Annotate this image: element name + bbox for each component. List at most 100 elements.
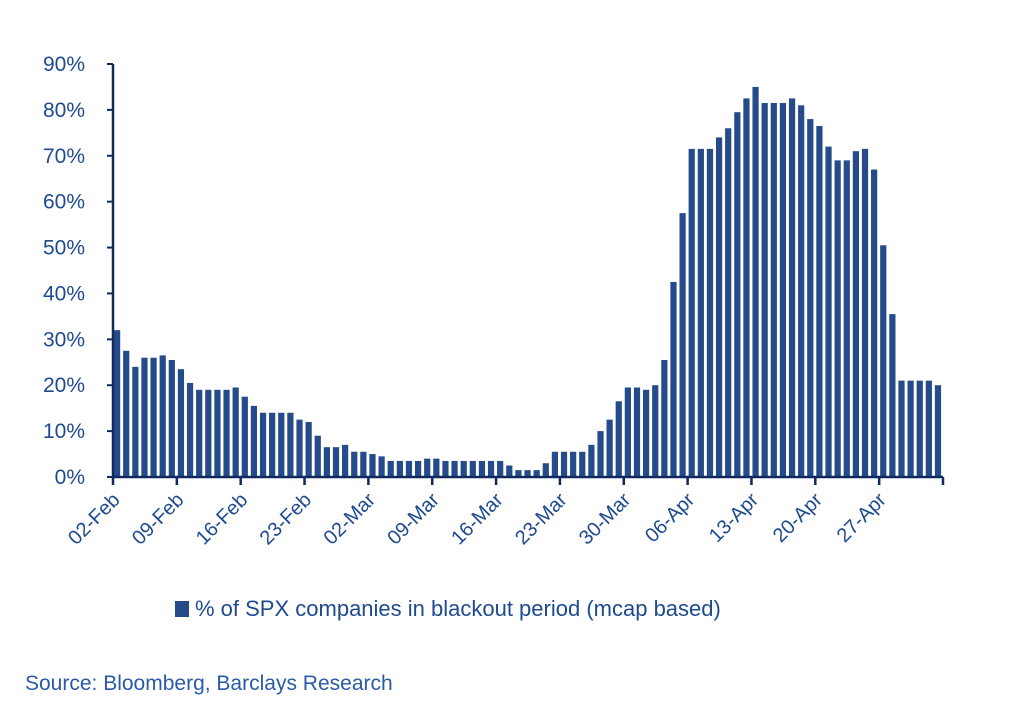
- bar: [342, 444, 349, 477]
- bar: [469, 460, 476, 477]
- bar: [123, 350, 130, 477]
- x-tick-label: 13-Apr: [705, 489, 763, 547]
- bar: [770, 103, 777, 477]
- x-tick-label: 02-Feb: [64, 489, 124, 549]
- legend-label: % of SPX companies in blackout period (m…: [195, 596, 721, 621]
- y-tick-label: 80%: [43, 99, 85, 122]
- bar: [424, 458, 431, 477]
- bar: [451, 460, 458, 477]
- bar: [369, 454, 376, 477]
- bar: [925, 380, 932, 477]
- bar: [487, 460, 495, 477]
- x-tick-label: 27-Apr: [833, 489, 891, 547]
- legend: % of SPX companies in blackout period (m…: [175, 596, 721, 622]
- x-tick-label: 23-Mar: [511, 489, 572, 550]
- x-tick-label: 16-Mar: [447, 489, 508, 550]
- bar: [871, 169, 878, 478]
- bar: [232, 387, 239, 477]
- legend-swatch: [175, 601, 189, 617]
- bar: [542, 463, 549, 477]
- bar: [643, 389, 650, 477]
- bar: [606, 419, 613, 477]
- y-tick-label: 90%: [43, 53, 85, 76]
- bar: [633, 387, 641, 477]
- bar: [223, 389, 230, 477]
- bar: [825, 146, 832, 477]
- bar: [834, 160, 841, 477]
- x-tick-label: 30-Mar: [575, 489, 636, 550]
- y-tick-label: 60%: [43, 191, 85, 214]
- bar: [287, 412, 294, 477]
- y-tick-label: 0%: [55, 466, 85, 489]
- bar: [351, 451, 358, 477]
- bar: [396, 460, 403, 477]
- bar: [132, 366, 139, 477]
- bar: [405, 460, 413, 477]
- bar: [506, 465, 513, 477]
- bar: [442, 460, 449, 477]
- bar: [688, 148, 695, 477]
- bar: [597, 431, 604, 477]
- bar: [934, 385, 942, 477]
- y-tick-label: 30%: [43, 328, 85, 351]
- source-note: Source: Bloomberg, Barclays Research: [25, 672, 393, 695]
- bar: [250, 405, 258, 477]
- bar: [715, 137, 723, 477]
- bar: [414, 460, 422, 477]
- x-tick-label: 23-Feb: [256, 489, 316, 549]
- bar: [387, 460, 394, 477]
- bar: [560, 451, 568, 477]
- bar: [697, 148, 704, 477]
- bar: [478, 460, 486, 477]
- bar: [615, 401, 622, 477]
- bar: [323, 447, 330, 477]
- bar: [734, 112, 741, 477]
- bar: [360, 451, 367, 477]
- y-tick-label: 70%: [43, 145, 85, 168]
- bar: [168, 359, 175, 477]
- bar: [214, 389, 221, 477]
- bar: [761, 103, 768, 477]
- x-tick-label: 02-Mar: [320, 489, 381, 550]
- bar: [497, 460, 504, 477]
- bar: [269, 412, 276, 477]
- bar: [852, 151, 859, 477]
- bar: [861, 148, 869, 477]
- bar: [524, 470, 531, 477]
- bar: [570, 451, 577, 477]
- bar: [332, 447, 340, 477]
- bar: [114, 330, 121, 477]
- y-tick-label: 20%: [43, 374, 85, 397]
- bar: [314, 435, 321, 477]
- bar: [259, 412, 267, 477]
- bar: [843, 160, 850, 477]
- x-tick-label: 09-Feb: [128, 489, 188, 549]
- bar: [706, 148, 714, 477]
- bar: [652, 385, 659, 477]
- bar: [779, 103, 787, 477]
- bar: [305, 421, 312, 477]
- bar: [898, 380, 905, 477]
- bar: [515, 470, 522, 477]
- bar: [743, 98, 750, 478]
- bar: [186, 382, 194, 477]
- bar: [788, 98, 796, 478]
- bar: [880, 245, 887, 477]
- bar: [141, 357, 148, 477]
- x-tick-label: 16-Feb: [192, 489, 252, 549]
- bar: [916, 380, 923, 477]
- x-tick-label: 06-Apr: [641, 489, 699, 547]
- bar: [551, 451, 559, 477]
- bar: [241, 396, 248, 477]
- bar: [816, 125, 823, 477]
- bar: [725, 128, 732, 477]
- y-tick-label: 50%: [43, 237, 85, 260]
- x-tick-label: 20-Apr: [769, 489, 827, 547]
- bar: [205, 389, 212, 477]
- y-tick-label: 40%: [43, 282, 85, 305]
- bar: [624, 387, 631, 477]
- bar: [460, 460, 467, 477]
- bar: [661, 359, 668, 477]
- bar: [752, 86, 759, 477]
